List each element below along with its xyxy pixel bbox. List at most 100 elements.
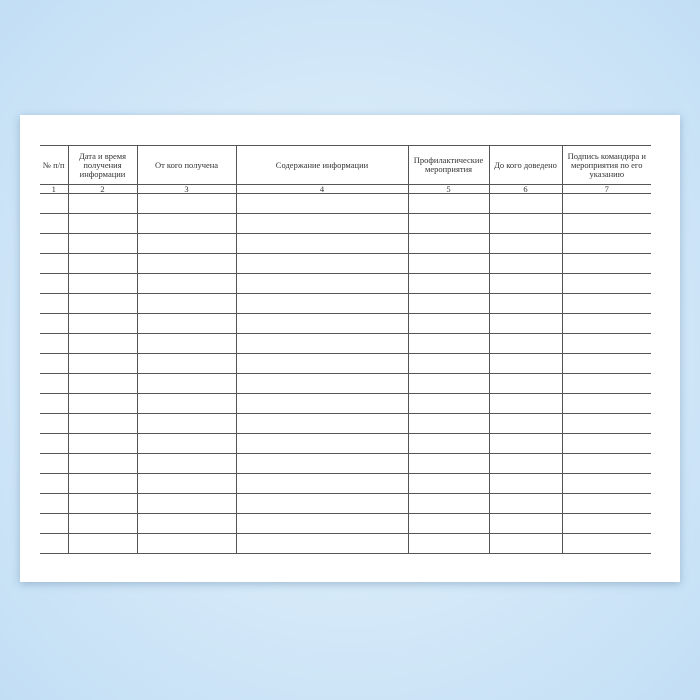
table-cell[interactable]: [67, 373, 138, 394]
table-cell[interactable]: [561, 393, 651, 414]
table-cell[interactable]: [67, 413, 138, 434]
table-cell[interactable]: [488, 213, 563, 234]
table-cell[interactable]: [67, 333, 138, 354]
table-cell[interactable]: [561, 353, 651, 374]
table-cell[interactable]: [407, 513, 490, 534]
table-cell[interactable]: [136, 233, 237, 254]
table-cell[interactable]: [407, 313, 490, 334]
table-cell[interactable]: [488, 273, 563, 294]
table-cell[interactable]: [407, 273, 490, 294]
table-cell[interactable]: [235, 393, 409, 414]
table-cell[interactable]: [67, 453, 138, 474]
table-cell[interactable]: [67, 253, 138, 274]
table-cell[interactable]: [561, 433, 651, 454]
table-cell[interactable]: [488, 513, 563, 534]
table-cell[interactable]: [40, 213, 69, 234]
table-cell[interactable]: [407, 433, 490, 454]
table-cell[interactable]: [40, 333, 69, 354]
table-cell[interactable]: [67, 493, 138, 514]
table-cell[interactable]: [407, 253, 490, 274]
table-cell[interactable]: [136, 293, 237, 314]
table-cell[interactable]: [561, 373, 651, 394]
table-cell[interactable]: [235, 253, 409, 274]
table-cell[interactable]: [407, 493, 490, 514]
table-cell[interactable]: [136, 313, 237, 334]
table-cell[interactable]: [407, 293, 490, 314]
table-cell[interactable]: [561, 413, 651, 434]
table-cell[interactable]: [40, 273, 69, 294]
table-cell[interactable]: [235, 193, 409, 214]
table-cell[interactable]: [235, 273, 409, 294]
table-cell[interactable]: [235, 413, 409, 434]
table-cell[interactable]: [407, 533, 490, 554]
table-cell[interactable]: [488, 373, 563, 394]
table-cell[interactable]: [561, 313, 651, 334]
table-cell[interactable]: [67, 393, 138, 414]
table-cell[interactable]: [407, 473, 490, 494]
table-cell[interactable]: [235, 353, 409, 374]
table-cell[interactable]: [235, 433, 409, 454]
table-cell[interactable]: [561, 453, 651, 474]
table-cell[interactable]: [407, 373, 490, 394]
table-cell[interactable]: [235, 233, 409, 254]
table-cell[interactable]: [40, 453, 69, 474]
table-cell[interactable]: [235, 293, 409, 314]
table-cell[interactable]: [488, 493, 563, 514]
table-cell[interactable]: [40, 253, 69, 274]
table-cell[interactable]: [67, 313, 138, 334]
table-cell[interactable]: [67, 273, 138, 294]
table-cell[interactable]: [40, 233, 69, 254]
table-cell[interactable]: [488, 393, 563, 414]
table-cell[interactable]: [561, 493, 651, 514]
table-cell[interactable]: [561, 213, 651, 234]
table-cell[interactable]: [136, 193, 237, 214]
table-cell[interactable]: [40, 473, 69, 494]
table-cell[interactable]: [40, 393, 69, 414]
table-cell[interactable]: [136, 473, 237, 494]
table-cell[interactable]: [67, 513, 138, 534]
table-cell[interactable]: [407, 413, 490, 434]
table-cell[interactable]: [235, 313, 409, 334]
table-cell[interactable]: [40, 193, 69, 214]
table-cell[interactable]: [488, 253, 563, 274]
table-cell[interactable]: [136, 513, 237, 534]
table-cell[interactable]: [40, 513, 69, 534]
table-cell[interactable]: [67, 533, 138, 554]
table-cell[interactable]: [235, 513, 409, 534]
table-cell[interactable]: [488, 333, 563, 354]
table-cell[interactable]: [136, 373, 237, 394]
table-cell[interactable]: [67, 433, 138, 454]
table-cell[interactable]: [67, 233, 138, 254]
table-cell[interactable]: [40, 373, 69, 394]
table-cell[interactable]: [235, 373, 409, 394]
table-cell[interactable]: [235, 473, 409, 494]
table-cell[interactable]: [67, 213, 138, 234]
table-cell[interactable]: [136, 273, 237, 294]
table-cell[interactable]: [235, 333, 409, 354]
table-cell[interactable]: [67, 293, 138, 314]
table-cell[interactable]: [488, 433, 563, 454]
table-cell[interactable]: [407, 453, 490, 474]
table-cell[interactable]: [136, 333, 237, 354]
table-cell[interactable]: [235, 213, 409, 234]
table-cell[interactable]: [488, 233, 563, 254]
table-cell[interactable]: [136, 433, 237, 454]
table-cell[interactable]: [561, 533, 651, 554]
table-cell[interactable]: [488, 533, 563, 554]
table-cell[interactable]: [40, 313, 69, 334]
table-cell[interactable]: [488, 193, 563, 214]
table-cell[interactable]: [136, 453, 237, 474]
table-cell[interactable]: [235, 453, 409, 474]
table-cell[interactable]: [488, 473, 563, 494]
table-cell[interactable]: [235, 493, 409, 514]
table-cell[interactable]: [40, 533, 69, 554]
table-cell[interactable]: [40, 353, 69, 374]
table-cell[interactable]: [136, 493, 237, 514]
table-cell[interactable]: [561, 193, 651, 214]
table-cell[interactable]: [136, 413, 237, 434]
table-cell[interactable]: [40, 413, 69, 434]
table-cell[interactable]: [136, 353, 237, 374]
table-cell[interactable]: [561, 513, 651, 534]
table-cell[interactable]: [561, 333, 651, 354]
table-cell[interactable]: [488, 353, 563, 374]
